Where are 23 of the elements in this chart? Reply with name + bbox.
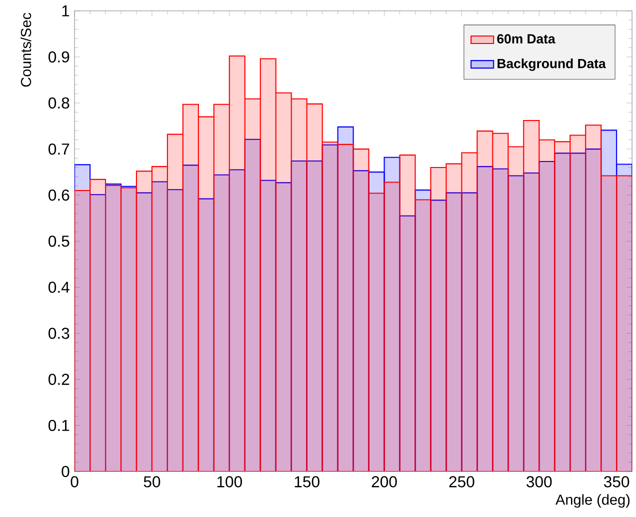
x-tick-label: 100	[217, 476, 242, 488]
y-axis-title: Counts/Sec	[20, 12, 32, 87]
x-tick-label: 300	[526, 476, 552, 488]
x-tick-label: 0	[70, 476, 78, 488]
legend-label: 60m Data	[497, 34, 556, 44]
legend-label: Background Data	[498, 58, 606, 71]
x-tick-label: 50	[144, 476, 160, 488]
y-tick-label: 0.8	[48, 97, 70, 109]
y-tick-label: 0.9	[48, 51, 70, 63]
y-tick-label: 0.3	[48, 328, 70, 339]
y-tick-label: 0.6	[48, 190, 70, 201]
y-tick-label: 0.5	[48, 236, 70, 247]
x-tick-label: 250	[449, 476, 474, 488]
x-tick-label: 150	[294, 476, 320, 488]
y-tick-label: 0.2	[48, 374, 70, 385]
x-axis-title: Angle (deg)	[556, 494, 630, 508]
y-tick-label: 0.7	[48, 143, 70, 155]
y-tick-label: 0	[62, 466, 70, 478]
x-tick-label: 350	[604, 476, 630, 488]
y-tick-label: 0.1	[48, 420, 70, 432]
y-tick-label: 0.4	[48, 282, 70, 293]
y-tick-label: 1	[62, 5, 70, 16]
x-tick-label: 200	[372, 476, 397, 488]
